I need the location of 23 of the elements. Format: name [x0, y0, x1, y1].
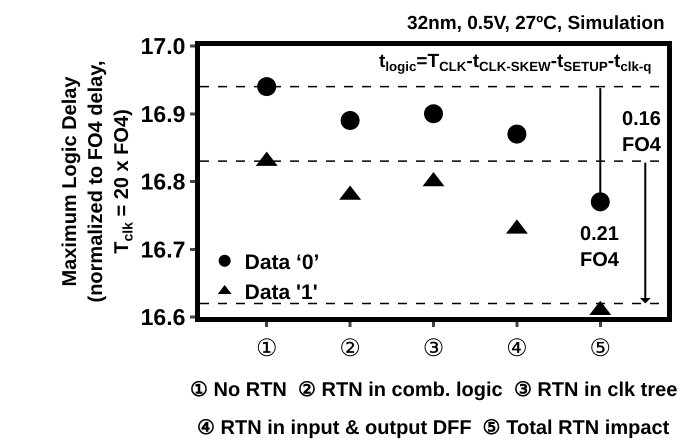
- chart-title: 32nm, 0.5V, 27ºC, Simulation: [407, 13, 665, 34]
- y-tick-label: 16.8: [140, 168, 186, 195]
- y-tick-label: 17.0: [140, 33, 186, 60]
- point: [340, 111, 360, 130]
- x-tick-label: ④: [506, 334, 528, 362]
- y-tick-label: 16.7: [140, 236, 186, 262]
- x-tick-label: ①: [256, 334, 278, 362]
- x-tick-label: ⑤: [590, 334, 612, 362]
- x-tick-label: ③: [422, 334, 444, 362]
- y-tick-label: 16.6: [140, 304, 186, 330]
- text: t$_{logic}$=T$_{CLK}$-t$_{CLK-SKEW}$-t$_{SETUP}$-t$_{clk-q}$: [379, 51, 652, 74]
- annotation: 0.21 FO4: [580, 223, 620, 271]
- annotation: 0.16 FO4: [622, 108, 662, 156]
- point: [424, 104, 443, 124]
- point: [507, 124, 526, 144]
- legend-label: Data '1': [244, 281, 318, 304]
- x-tick-label: ②: [339, 334, 361, 362]
- point: [257, 77, 276, 96]
- text: ① No RTN ② RTN in comb. logic ③ RTN in clk tree: [190, 379, 678, 401]
- text: ④ RTN in input & output DFF ⑤ Total RTN impact: [197, 417, 670, 439]
- y-tick-label: 16.9: [140, 100, 186, 127]
- legend-label: Data ‘0’: [244, 250, 320, 274]
- point: [590, 192, 610, 212]
